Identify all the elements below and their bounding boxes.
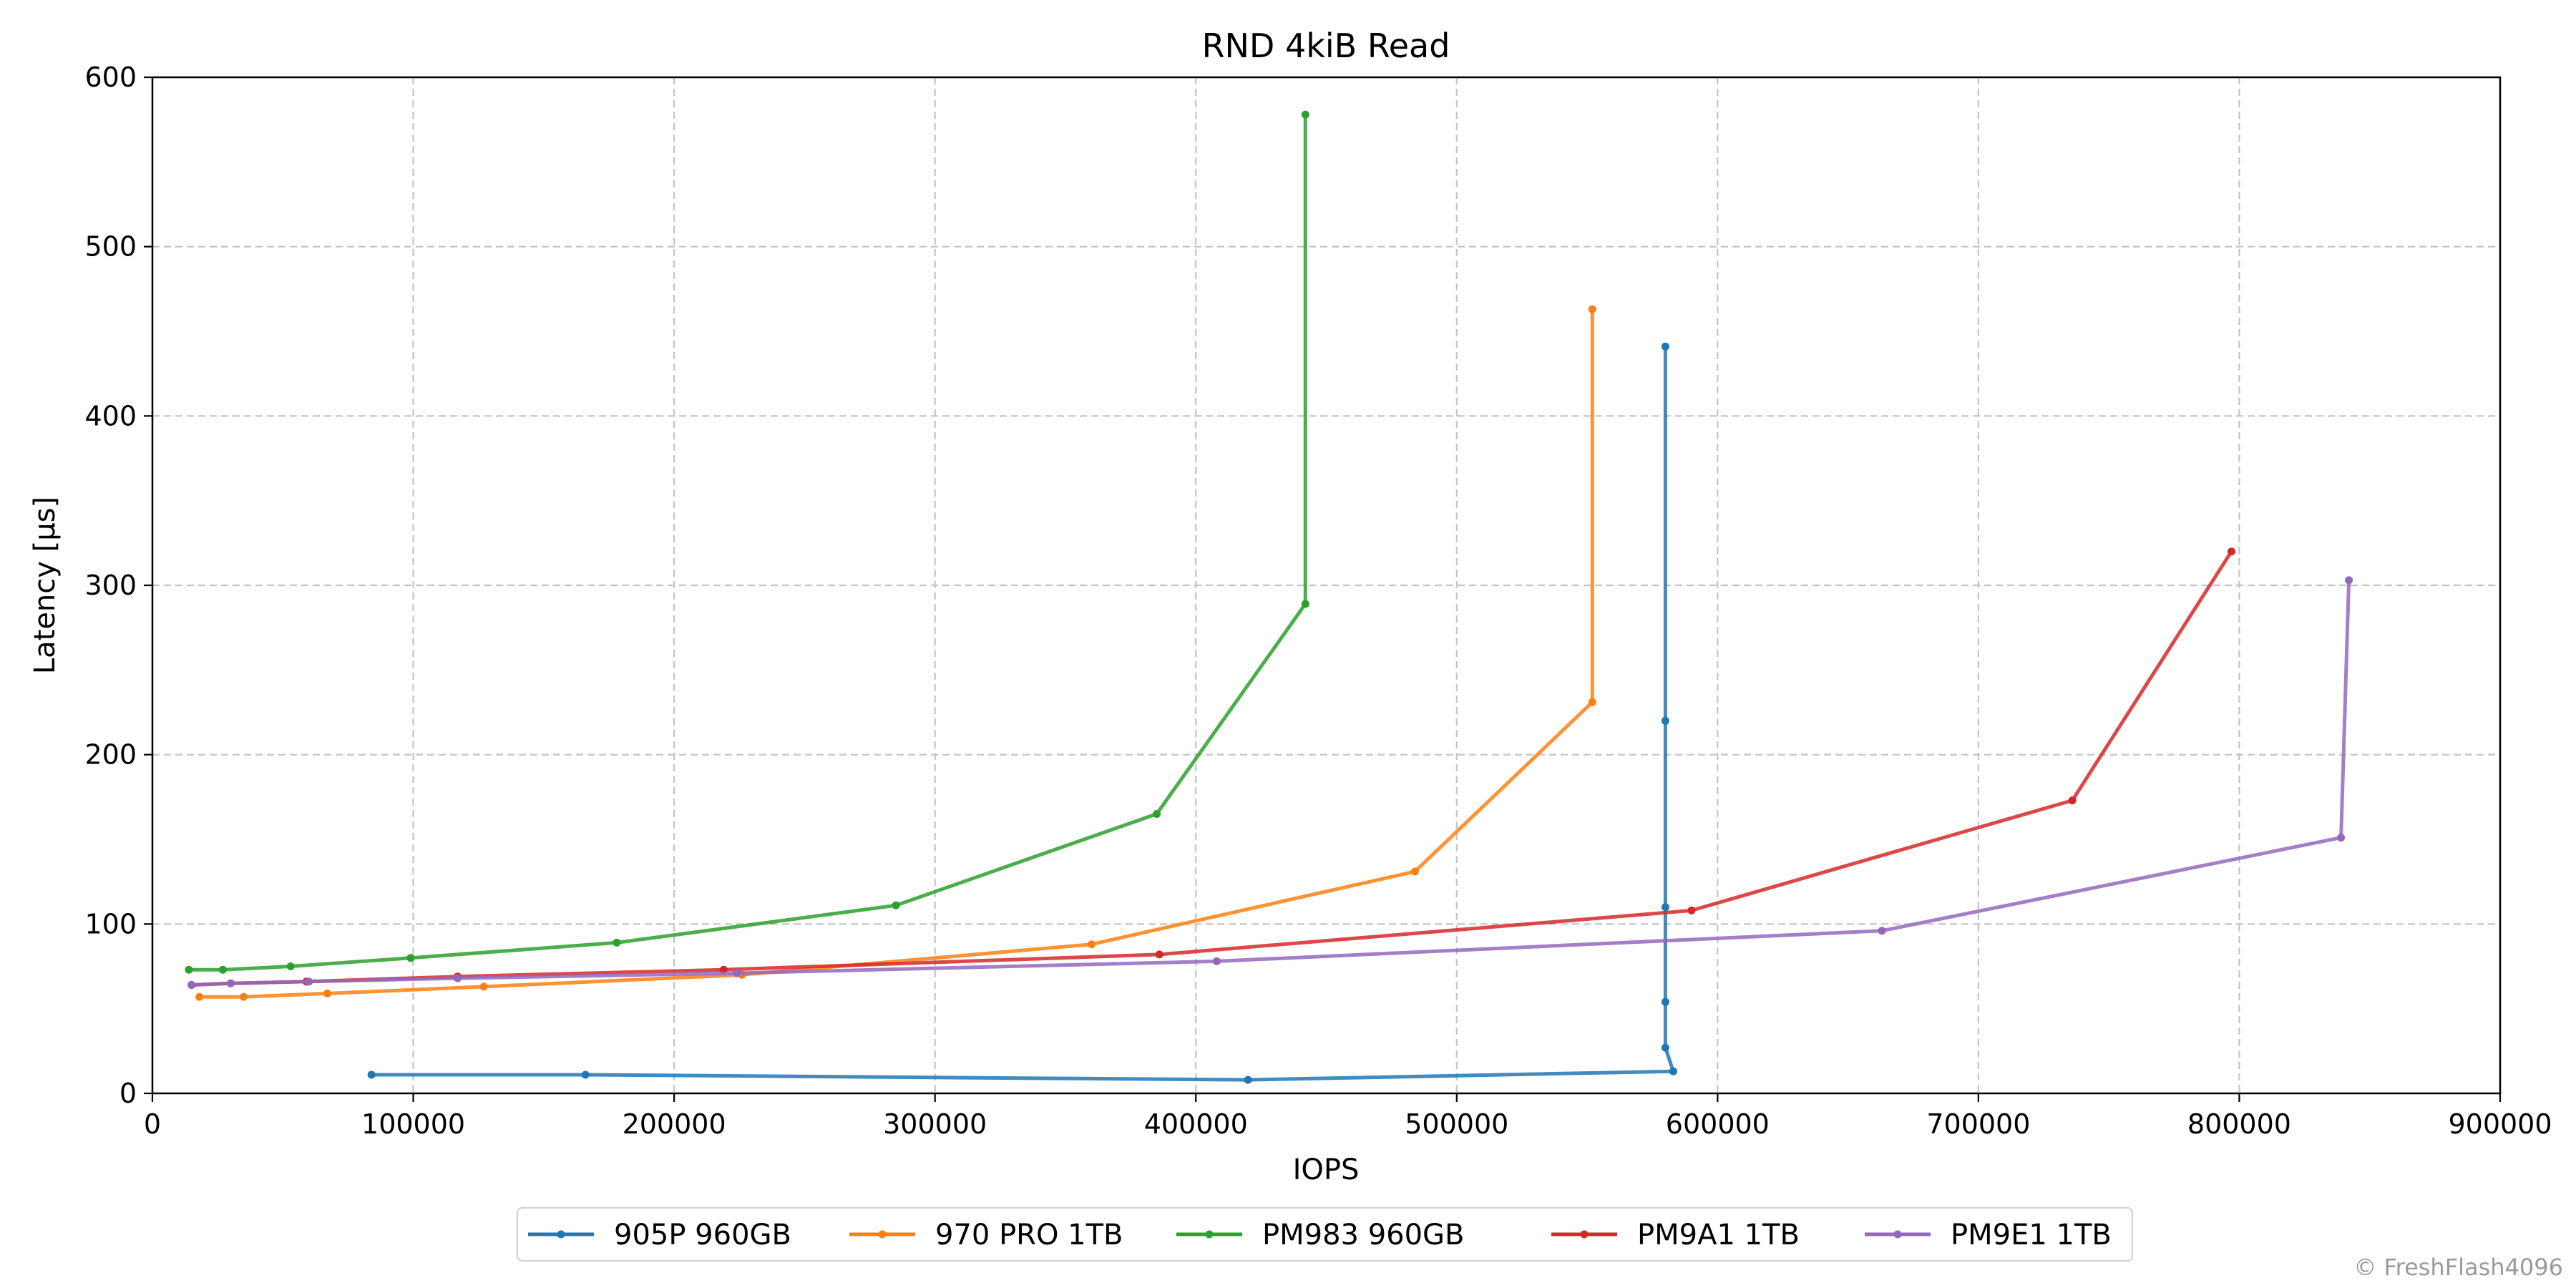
data-point <box>1661 903 1669 912</box>
data-point <box>1588 305 1596 313</box>
y-tick-label: 500 <box>84 231 137 263</box>
data-point <box>1661 997 1669 1006</box>
y-tick-label: 0 <box>119 1078 137 1109</box>
x-tick-label: 400000 <box>1144 1108 1248 1140</box>
data-point <box>185 965 193 974</box>
series-1 <box>195 305 1596 1001</box>
x-tick-label: 300000 <box>883 1108 987 1140</box>
chart-title: RND 4kiB Read <box>1202 26 1450 65</box>
legend-box <box>517 1207 2133 1262</box>
copyright-credit: © FreshFlash4096 <box>2353 1254 2563 1281</box>
data-point <box>1669 1067 1677 1075</box>
series-line <box>371 346 1675 1082</box>
data-point <box>454 974 462 982</box>
data-point <box>1087 940 1096 949</box>
data-point <box>2228 547 2235 556</box>
data-point <box>195 992 204 1001</box>
x-tick-label: 700000 <box>1926 1108 2030 1140</box>
y-tick-label: 100 <box>84 908 137 940</box>
y-tick-label: 600 <box>84 62 137 93</box>
x-tick-label: 900000 <box>2448 1108 2552 1140</box>
data-point <box>1687 906 1696 914</box>
x-tick-label: 500000 <box>1405 1108 1508 1140</box>
legend-marker <box>557 1230 565 1239</box>
data-point <box>2068 796 2077 805</box>
data-point <box>1301 600 1309 608</box>
legend-marker <box>1893 1230 1902 1239</box>
data-point <box>1153 810 1161 818</box>
series-layer <box>185 110 2353 1084</box>
legend-item: 970 PRO 1TB <box>849 1219 1123 1252</box>
y-tick-label: 300 <box>84 570 137 601</box>
data-point <box>1661 1043 1669 1052</box>
legend-item: PM9A1 1TB <box>1551 1219 1800 1252</box>
y-axis-ticks: 0 100 200 300 400 500 600 <box>84 62 152 1109</box>
grid-lines <box>152 77 2500 1093</box>
legend: 905P 960GB 970 PRO 1TB PM983 960GB PM9A1 1T… <box>517 1207 2133 1262</box>
x-axis-label: IOPS <box>1293 1153 1360 1186</box>
data-point <box>367 1070 376 1079</box>
x-tick-label: 0 <box>144 1108 161 1140</box>
data-point <box>1878 927 1886 935</box>
data-point <box>187 981 196 989</box>
y-tick-label: 200 <box>84 739 137 771</box>
data-point <box>581 1070 590 1079</box>
data-point <box>1212 957 1221 965</box>
legend-item: PM9E1 1TB <box>1865 1219 2112 1252</box>
data-point <box>2345 576 2353 585</box>
series-2 <box>185 110 1309 974</box>
legend-label: 970 PRO 1TB <box>935 1219 1123 1252</box>
series-0 <box>367 342 1677 1084</box>
legend-label: PM9E1 1TB <box>1951 1219 2112 1252</box>
data-point <box>305 977 313 986</box>
data-point <box>218 965 227 974</box>
data-point <box>733 969 741 977</box>
data-point <box>1661 342 1669 351</box>
x-tick-label: 200000 <box>623 1108 726 1140</box>
data-point <box>1410 867 1419 876</box>
legend-label: PM9A1 1TB <box>1637 1219 1800 1252</box>
data-point <box>1244 1075 1252 1084</box>
series-line <box>189 114 1307 972</box>
data-point <box>286 962 295 970</box>
legend-item: PM983 960GB <box>1176 1219 1464 1252</box>
legend-item: 905P 960GB <box>528 1219 791 1252</box>
data-point <box>1155 950 1163 959</box>
x-axis-ticks: 0 100000 200000 300000 400000 500000 600000 700… <box>144 1093 2552 1140</box>
data-point <box>2337 834 2346 842</box>
legend-marker <box>1205 1230 1214 1239</box>
data-point <box>226 979 235 987</box>
data-point <box>406 954 415 962</box>
y-tick-label: 400 <box>84 400 137 431</box>
x-tick-label: 600000 <box>1666 1108 1770 1140</box>
series-line <box>191 550 2233 987</box>
data-point <box>1588 698 1596 706</box>
data-point <box>240 992 248 1001</box>
series-line <box>199 309 1594 999</box>
y-axis-label: Latency [µs] <box>29 497 62 674</box>
data-point <box>1301 110 1309 119</box>
legend-marker <box>878 1230 887 1239</box>
data-point <box>1661 716 1669 725</box>
legend-label: 905P 960GB <box>614 1219 791 1252</box>
data-point <box>613 938 621 947</box>
x-tick-label: 100000 <box>361 1108 465 1140</box>
legend-label: PM983 960GB <box>1262 1219 1464 1252</box>
series-4 <box>187 576 2353 989</box>
data-point <box>892 901 900 909</box>
x-tick-label: 800000 <box>2187 1108 2291 1140</box>
data-point <box>323 989 331 997</box>
legend-marker <box>1580 1230 1589 1239</box>
data-point <box>479 982 488 991</box>
